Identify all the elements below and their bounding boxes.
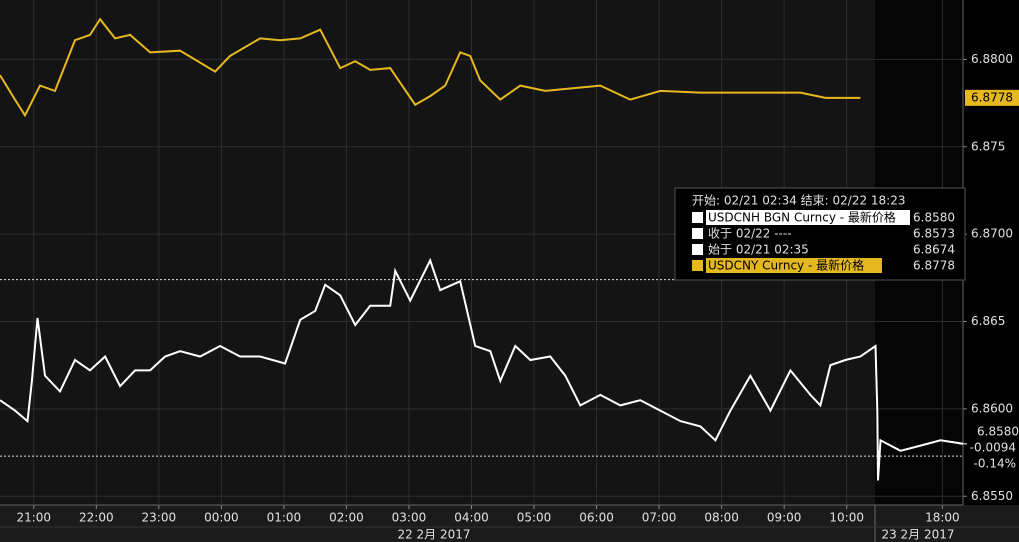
- y-tick-label: 6.8800: [971, 52, 1013, 66]
- x-tick-label: 23:00: [142, 511, 177, 525]
- legend-highlight: [706, 258, 882, 273]
- legend-value: 6.8674: [913, 243, 955, 257]
- x-tick-label: 01:00: [267, 511, 302, 525]
- series-line: [0, 17, 861, 118]
- y-tick-label: 6.865: [971, 314, 1005, 328]
- legend-title: 开始: 02/21 02:34 结束: 02/22 18:23: [692, 194, 906, 208]
- x-tick-label: 03:00: [392, 511, 427, 525]
- x-tick-label: 09:00: [767, 511, 802, 525]
- legend-value: 6.8778: [913, 259, 955, 273]
- y-tick-label: 6.875: [971, 139, 1005, 153]
- legend-swatch: [692, 260, 703, 271]
- y-tick-label: 6.8700: [971, 227, 1013, 241]
- legend: 开始: 02/21 02:34 结束: 02/22 18:23 USDCNH B…: [674, 187, 966, 281]
- series-line: [0, 257, 964, 481]
- latest-value-label: 6.8778: [971, 90, 1013, 104]
- x-tick-label: 02:00: [329, 511, 364, 525]
- legend-value: 6.8573: [913, 227, 955, 241]
- x-tick-label: 05:00: [517, 511, 552, 525]
- x-tick-label: 07:00: [642, 511, 677, 525]
- y-tick-label: 6.8600: [971, 401, 1013, 415]
- legend-label: 收于 02/22 ----: [708, 227, 792, 241]
- x-tick-label: 08:00: [704, 511, 739, 525]
- legend-highlight: [706, 210, 910, 225]
- legend-label: USDCNH BGN Curncy - 最新价格: [708, 210, 896, 225]
- x-tick-label: 10:00: [829, 511, 864, 525]
- legend-swatch: [692, 212, 703, 223]
- x-tick-label: 04:00: [454, 511, 489, 525]
- legend-value: 6.8580: [913, 211, 955, 225]
- x-axis-background: [0, 505, 1019, 542]
- x-tick-label: 21:00: [16, 511, 51, 525]
- date-label: 23 2月 2017: [881, 528, 954, 542]
- legend-swatch: [692, 244, 703, 255]
- legend-label: 始于 02/21 02:35: [708, 243, 809, 257]
- x-tick-label: 18:00: [925, 511, 960, 525]
- legend-label: USDCNY Curncy - 最新价格: [708, 258, 864, 273]
- x-tick-label: 22:00: [79, 511, 114, 525]
- y-tick-label: 6.8550: [971, 489, 1013, 503]
- x-tick-label: 06:00: [579, 511, 614, 525]
- latest-value-box: [965, 89, 1019, 106]
- x-tick-label: 00:00: [204, 511, 239, 525]
- date-label: 22 2月 2017: [397, 528, 470, 542]
- change-label: -0.0094: [970, 440, 1016, 454]
- legend-swatch: [692, 228, 703, 239]
- change-pct-label: -0.14%: [974, 456, 1016, 470]
- latest-value-label: 6.8580: [977, 424, 1019, 438]
